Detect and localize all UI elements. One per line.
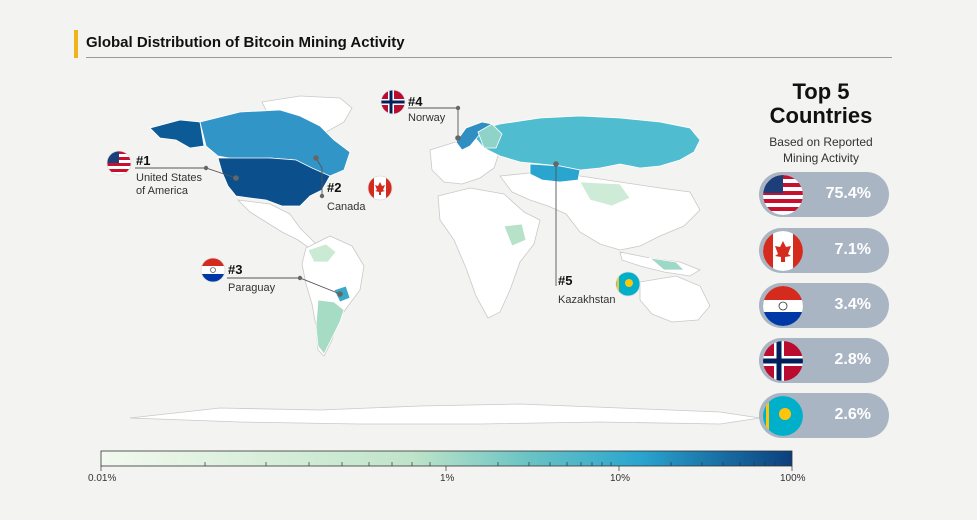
norway-flag-icon bbox=[380, 89, 406, 115]
dot-paraguay-start bbox=[297, 275, 303, 281]
scale-tick-label-0: 0.01% bbox=[88, 473, 117, 484]
ranking-pill-kazakhstan: 2.6% bbox=[759, 393, 889, 438]
leader-dots bbox=[203, 105, 559, 297]
rank-label-paraguay: #3 bbox=[228, 262, 243, 277]
country-label-usa: United States of America bbox=[136, 172, 202, 198]
country-label-usa-line1: United States bbox=[136, 172, 203, 184]
country-label-norway: Norway bbox=[408, 112, 446, 124]
paraguay-flag-icon bbox=[200, 257, 226, 283]
rank-label-canada: #2 bbox=[327, 180, 342, 195]
canada-flag-icon bbox=[367, 175, 393, 201]
rank-label-norway: #4 bbox=[408, 94, 423, 109]
leader-canada bbox=[315, 157, 323, 196]
rank-label-usa: #1 bbox=[136, 153, 151, 168]
africa-shape bbox=[437, 187, 541, 319]
country-label-usa-line2: of America bbox=[136, 185, 188, 197]
nordics-shape bbox=[477, 123, 503, 149]
panel-subtitle-line2: Mining Activity bbox=[782, 151, 860, 165]
kazakhstan-shape bbox=[529, 163, 581, 183]
ranking-value-kazakhstan: 2.6% bbox=[834, 406, 871, 423]
north-south-america-tint bbox=[307, 243, 337, 263]
south-america-tint bbox=[315, 299, 345, 355]
mexico-shape bbox=[236, 199, 319, 251]
dot-canada bbox=[313, 155, 319, 161]
title-bar: Global Distribution of Bitcoin Mining Ac… bbox=[74, 30, 892, 58]
title-divider bbox=[86, 57, 892, 58]
usa-flag-icon bbox=[763, 175, 803, 215]
color-scale-bar bbox=[100, 450, 793, 467]
asia-tint bbox=[579, 181, 631, 207]
paraguay-flag-icon bbox=[763, 286, 803, 326]
country-label-kazakhstan: Kazakhstan bbox=[558, 294, 616, 306]
dot-norway bbox=[455, 135, 461, 141]
scale-tick-label-3: 100% bbox=[780, 473, 806, 484]
country-label-canada: Canada bbox=[327, 201, 366, 213]
east-africa-tint bbox=[503, 223, 527, 247]
dot-norway-start bbox=[455, 105, 461, 111]
ranking-value-paraguay: 3.4% bbox=[834, 296, 871, 313]
panel-title-line2: Countries bbox=[769, 103, 873, 128]
kazakhstan-flag-icon bbox=[615, 271, 641, 297]
ranking-pill-canada: 7.1% bbox=[759, 228, 889, 273]
dot-kazakhstan bbox=[553, 161, 559, 167]
dot-canada-start bbox=[319, 193, 325, 199]
dot-paraguay bbox=[337, 291, 343, 297]
color-scale bbox=[100, 450, 793, 471]
scale-tick-label-2: 10% bbox=[610, 473, 631, 484]
australia-shape bbox=[639, 275, 711, 323]
panel-title: Top 5 Countries bbox=[760, 80, 882, 128]
ranking-pill-paraguay: 3.4% bbox=[759, 283, 889, 328]
sea-tint bbox=[648, 257, 685, 271]
russia-shape bbox=[469, 115, 701, 171]
title-accent-bar bbox=[74, 30, 78, 58]
ranking-value-usa: 75.4% bbox=[825, 185, 871, 202]
ranking-value-norway: 2.8% bbox=[834, 351, 871, 368]
usa-shape bbox=[217, 157, 331, 207]
country-label-paraguay: Paraguay bbox=[228, 282, 276, 294]
asia-south-shape bbox=[499, 171, 701, 251]
panel-title-line1: Top 5 bbox=[792, 79, 850, 104]
alaska-shape bbox=[149, 119, 205, 149]
panel-subtitle-line1: Based on Reported bbox=[769, 135, 873, 149]
ranking-value-canada: 7.1% bbox=[834, 241, 871, 258]
land-base bbox=[129, 95, 761, 425]
canada-flag-icon bbox=[763, 231, 803, 271]
panel-subtitle: Based on Reported Mining Activity bbox=[760, 134, 882, 166]
norway-flag-icon bbox=[763, 341, 803, 381]
ranking-pill-norway: 2.8% bbox=[759, 338, 889, 383]
scale-tick-label-1: 1% bbox=[440, 473, 455, 484]
choropleth-countries bbox=[149, 109, 701, 355]
rank-label-kazakhstan: #5 bbox=[558, 273, 573, 288]
antarctica-shape bbox=[129, 403, 761, 425]
ranking-pill-usa: 75.4% bbox=[759, 172, 889, 217]
kazakhstan-flag-icon bbox=[763, 396, 803, 436]
usa-flag-icon bbox=[106, 150, 132, 176]
color-scale-ticks bbox=[100, 462, 793, 471]
dot-usa-start bbox=[203, 165, 209, 171]
dot-usa bbox=[233, 175, 239, 181]
page-title: Global Distribution of Bitcoin Mining Ac… bbox=[86, 34, 405, 51]
